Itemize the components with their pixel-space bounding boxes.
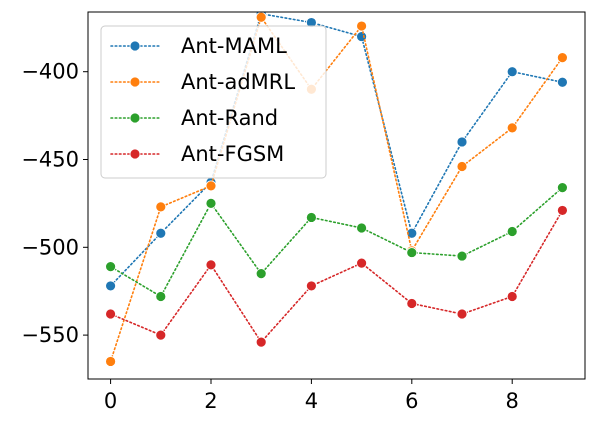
data-point [155, 227, 167, 239]
data-point [557, 52, 568, 64]
plot-area-frame [87, 11, 586, 380]
data-point [105, 280, 116, 292]
x-tick-label: 8 [506, 389, 519, 413]
x-tick-label: 4 [305, 389, 318, 413]
legend-label: Ant-FGSM [181, 142, 284, 166]
legend-item-3: Ant-Rand [110, 106, 278, 130]
data-point [255, 336, 267, 348]
series-4 [105, 205, 568, 348]
data-point [356, 222, 368, 234]
data-point [406, 298, 418, 309]
data-point [105, 261, 116, 273]
data-point [506, 226, 518, 237]
series-layer [105, 12, 568, 367]
data-point [456, 136, 468, 148]
legend-box [100, 25, 327, 179]
data-point [456, 161, 468, 172]
data-point [356, 257, 368, 269]
y-tick-label: −550 [21, 323, 79, 347]
series-line [109, 209, 564, 344]
data-point [557, 76, 568, 88]
data-point [456, 308, 468, 320]
legend-label: Ant-adMRL [181, 70, 295, 94]
y-tick-label: −450 [21, 148, 79, 172]
data-point [305, 212, 317, 223]
legend-label: Ant-MAML [181, 34, 287, 58]
data-point [155, 329, 167, 341]
data-point [205, 259, 217, 271]
data-point [557, 205, 568, 216]
data-point [557, 182, 568, 194]
legend-swatch-marker [129, 148, 141, 160]
data-point [356, 31, 368, 42]
legend-item-4: Ant-FGSM [110, 142, 284, 166]
legend-swatch-marker [129, 112, 141, 124]
y-tick-label: −400 [21, 60, 79, 84]
series-3 [105, 182, 568, 302]
data-point [105, 308, 116, 320]
legend-swatch-marker [129, 40, 141, 52]
data-point [155, 291, 167, 302]
legend-swatch-marker [129, 76, 141, 88]
data-point [506, 291, 518, 302]
data-point [506, 122, 518, 134]
data-point [456, 250, 468, 262]
legend-label: Ant-Rand [181, 106, 278, 130]
x-tick-label: 2 [204, 389, 217, 413]
x-tick-label: 6 [405, 389, 418, 413]
data-point [356, 20, 368, 32]
series-line [109, 186, 564, 298]
data-point [155, 201, 167, 213]
legend: Ant-MAML Ant-adMRL Ant-Rand Ant-FGSM [100, 25, 327, 179]
x-tick-label: 0 [104, 389, 117, 413]
data-point [406, 247, 418, 258]
data-point [506, 66, 518, 78]
legend-item-1: Ant-MAML [110, 34, 287, 58]
data-point [255, 268, 267, 280]
data-point [105, 356, 116, 367]
axis-layer: 0 2 4 6 8 −400 −450 −500 −550 [21, 60, 519, 413]
data-point [305, 280, 317, 292]
y-tick-label: −500 [21, 235, 79, 259]
series-line [109, 12, 564, 287]
data-point [205, 180, 217, 192]
series-line [109, 15, 564, 363]
data-point [205, 197, 217, 209]
data-point [255, 12, 267, 23]
data-point [406, 227, 418, 239]
legend-item-2: Ant-adMRL [110, 70, 295, 94]
